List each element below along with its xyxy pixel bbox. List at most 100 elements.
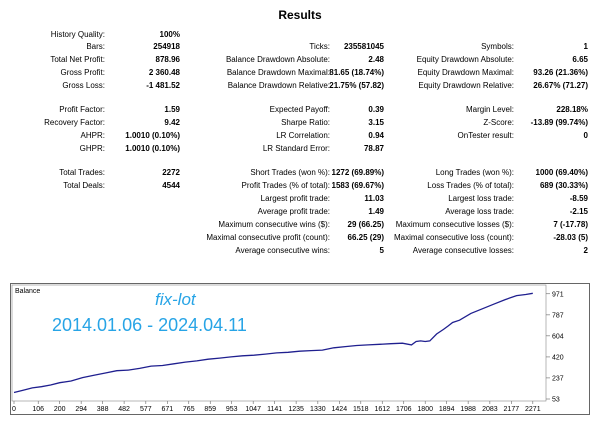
- stat-label: Gross Profit:: [60, 68, 105, 77]
- stat-value: 1272 (69.89%): [331, 168, 384, 177]
- stat-value: 93.26 (21.36%): [533, 68, 588, 77]
- y-tick-label: 787: [552, 312, 564, 319]
- stat-label: GHPR:: [79, 144, 105, 153]
- stat-value: 228.18%: [556, 105, 588, 114]
- x-tick-label: 953: [226, 406, 238, 413]
- stat-value: -8.59: [569, 194, 588, 203]
- stat-label: Equity Drawdown Absolute:: [416, 55, 514, 64]
- balance-chart-svg: Balance fix-lot 2014.01.06 - 2024.04.11 …: [10, 283, 590, 415]
- stat-label: LR Correlation:: [276, 131, 330, 140]
- stat-value: 5: [379, 246, 384, 255]
- stat-value: 6.65: [572, 55, 588, 64]
- balance-line: [13, 292, 533, 394]
- stat-value: 78.87: [363, 144, 384, 153]
- stat-value: 21.75% (57.82): [329, 81, 384, 90]
- stat-value: -2.15: [569, 207, 588, 216]
- stat-value: -13.89 (99.74%): [530, 118, 588, 127]
- stat-label: Average consecutive wins:: [235, 246, 330, 255]
- stat-label: AHPR:: [80, 131, 105, 140]
- stat-value: 2.48: [368, 55, 384, 64]
- y-tick-label: 237: [552, 375, 564, 382]
- stat-value: 0: [583, 131, 588, 140]
- stat-value: 254918: [153, 42, 180, 51]
- stat-value: 235581045: [343, 42, 384, 51]
- x-tick-label: 294: [75, 406, 87, 413]
- y-tick-label: 53: [552, 397, 560, 404]
- stat-value: 1.49: [368, 207, 384, 216]
- balance-chart: Balance fix-lot 2014.01.06 - 2024.04.11 …: [10, 283, 590, 415]
- stat-value: 100%: [159, 30, 180, 39]
- y-axis: 53 237 420 604 787 971: [546, 291, 564, 404]
- x-tick-label: 2083: [482, 406, 498, 413]
- annotation-date-range: 2014.01.06 - 2024.04.11: [52, 315, 247, 335]
- stat-label: History Quality:: [50, 30, 105, 39]
- x-tick-label: 1330: [310, 406, 326, 413]
- stat-label: Balance Drawdown Maximal:: [226, 68, 330, 77]
- stat-label: Loss Trades (% of total):: [427, 181, 514, 190]
- x-tick-label: 388: [97, 406, 109, 413]
- stat-value: 1583 (69.67%): [331, 181, 384, 190]
- stat-label: Bars:: [86, 42, 105, 51]
- stat-value: -1 481.52: [146, 81, 180, 90]
- x-tick-label: 1047: [245, 406, 261, 413]
- stat-label: Short Trades (won %):: [250, 168, 330, 177]
- stat-label: Maximal consecutive loss (count):: [393, 233, 514, 242]
- stat-label: Maximal consecutive profit (count):: [206, 233, 330, 242]
- annotation-fix-lot: fix-lot: [155, 290, 197, 309]
- stat-label: Largest profit trade:: [260, 194, 330, 203]
- stat-label: Average profit trade:: [257, 207, 330, 216]
- x-tick-label: 1612: [374, 406, 390, 413]
- stat-value: 9.42: [164, 118, 180, 127]
- x-tick-label: 200: [54, 406, 66, 413]
- x-tick-label: 1518: [353, 406, 369, 413]
- stat-value: 2272: [162, 168, 180, 177]
- stat-value: 1.59: [164, 105, 180, 114]
- x-tick-label: 1141: [267, 406, 282, 413]
- stat-label: Profit Trades (% of total):: [241, 181, 330, 190]
- stat-label: Largest loss trade:: [448, 194, 514, 203]
- results-title: Results: [278, 8, 322, 22]
- stat-label: Symbols:: [481, 42, 514, 51]
- x-tick-label: 482: [118, 406, 130, 413]
- stat-label: Maximum consecutive wins ($):: [218, 220, 330, 229]
- stat-label: LR Standard Error:: [262, 144, 330, 153]
- x-tick-label: 671: [161, 406, 173, 413]
- stat-label: Long Trades (won %):: [435, 168, 514, 177]
- stat-value: 0.39: [368, 105, 384, 114]
- x-tick-label: 1800: [417, 406, 433, 413]
- stat-label: Sharpe Ratio:: [281, 118, 330, 127]
- y-tick-label: 604: [552, 333, 564, 340]
- x-tick-label: 1424: [332, 406, 348, 413]
- stat-value: 1.0010 (0.10%): [125, 144, 180, 153]
- stat-label: Equity Drawdown Relative:: [418, 81, 514, 90]
- stat-label: Total Deals:: [63, 181, 105, 190]
- stat-label: OnTester result:: [457, 131, 514, 140]
- plot-area: [11, 284, 547, 402]
- stat-value: 878.96: [155, 55, 180, 64]
- stat-label: Margin Level:: [465, 105, 514, 114]
- stat-label: Z-Score:: [483, 118, 514, 127]
- stat-value: 29 (66.25): [347, 220, 384, 229]
- stat-value: 81.65 (18.74%): [329, 68, 384, 77]
- y-tick-label: 420: [552, 354, 564, 361]
- stat-value: 689 (30.33%): [539, 181, 588, 190]
- stat-label: Gross Loss:: [62, 81, 105, 90]
- x-tick-label: 859: [204, 406, 216, 413]
- stat-value: 4544: [162, 181, 180, 190]
- x-tick-label: 577: [140, 406, 152, 413]
- stat-value: 2 360.48: [148, 68, 180, 77]
- stat-label: Average consecutive losses:: [412, 246, 514, 255]
- x-tick-label: 1706: [396, 406, 412, 413]
- stat-value: 0.94: [368, 131, 384, 140]
- stat-label: Balance Drawdown Relative:: [227, 81, 330, 90]
- stat-value: 26.67% (71.27): [533, 81, 588, 90]
- stat-value: 3.15: [368, 118, 384, 127]
- stat-value: 11.03: [364, 194, 384, 203]
- x-tick-label: 765: [183, 406, 195, 413]
- y-tick-label: 971: [552, 291, 564, 298]
- stat-value: 7 (-17.78): [553, 220, 588, 229]
- x-tick-label: 1988: [460, 406, 476, 413]
- stat-value: 1.0010 (0.10%): [125, 131, 180, 140]
- stat-label: Ticks:: [309, 42, 330, 51]
- stat-label: Total Net Profit:: [50, 55, 105, 64]
